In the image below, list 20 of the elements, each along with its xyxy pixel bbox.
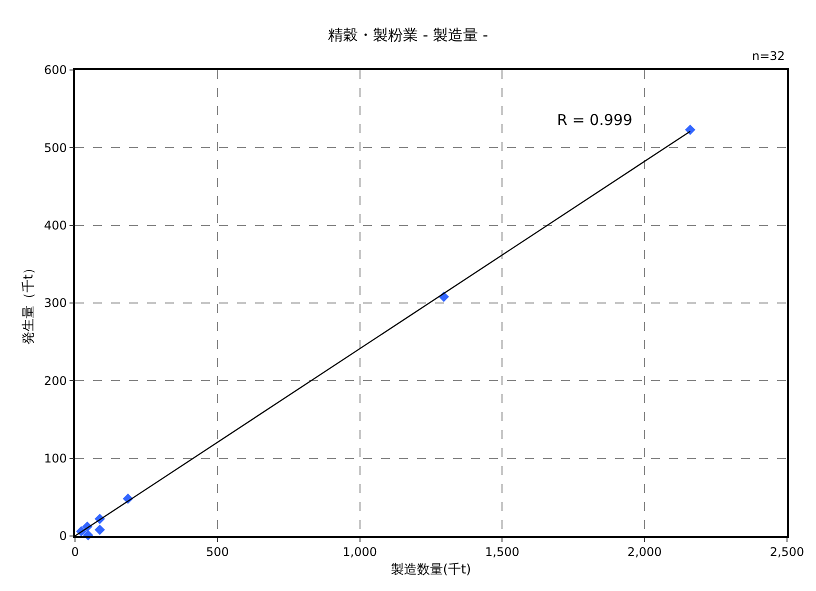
y-tick-label: 600 (44, 63, 67, 78)
x-axis-title: 製造数量(千t) (390, 562, 472, 578)
y-tick-label: 500 (44, 140, 67, 155)
x-tick-label: 0 (71, 545, 79, 560)
chart-title: 精穀・製粉業 - 製造量 - (328, 26, 488, 44)
y-axis-title: 発生量（千t） (21, 261, 36, 345)
x-tick-label: 1,500 (485, 545, 520, 560)
x-tick-label: 1,000 (342, 545, 377, 560)
y-tick-label: 100 (44, 452, 67, 466)
y-tick-label: 200 (44, 374, 67, 388)
y-tick-label: 0 (59, 529, 67, 544)
point (94, 524, 105, 535)
text: n=32 (752, 49, 785, 63)
point (684, 124, 696, 135)
x-tick-label: 2,500 (770, 545, 804, 560)
x-tick-label: 2,000 (627, 545, 662, 560)
y-tick-label: 400 (44, 218, 67, 233)
y-tick-label: 300 (44, 296, 67, 310)
x-tick-label: 500 (206, 545, 229, 560)
annotation: R = 0.999 (557, 111, 632, 129)
